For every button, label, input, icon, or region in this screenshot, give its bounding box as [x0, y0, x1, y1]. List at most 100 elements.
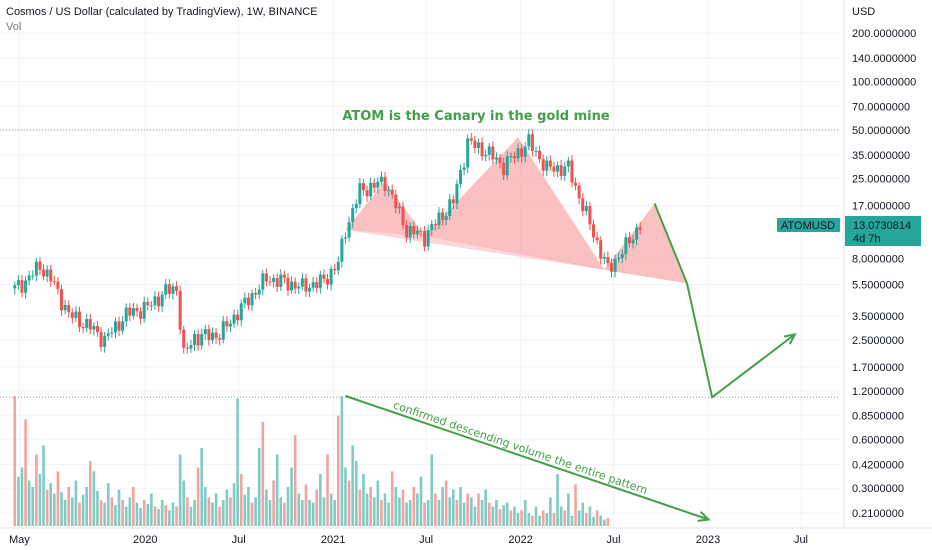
candle-body: [476, 142, 480, 148]
volume-bar: [426, 500, 430, 526]
time-tick-labels: May 2020 Jul 2021 Jul 2022 Jul 2023 Jul: [9, 534, 808, 546]
price-tick-label: 35.0000000: [852, 150, 910, 162]
time-axis[interactable]: May 2020 Jul 2021 Jul 2022 Jul 2023 Jul: [0, 527, 932, 550]
volume-bar: [559, 506, 563, 526]
price-axis[interactable]: USD 200.0000000 140.0000000 100.0000000 70.…: [777, 0, 932, 528]
volume-bar: [585, 513, 588, 526]
volume-bar: [27, 480, 31, 526]
volume-bar: [401, 489, 405, 526]
candle-body: [581, 198, 585, 212]
candle-body: [556, 165, 560, 172]
price-tick-label: 140.0000000: [852, 53, 916, 65]
volume-bar: [358, 489, 362, 526]
time-axis-background: [0, 528, 932, 550]
price-tick-label: 100.0000000: [852, 76, 916, 88]
candle-body: [63, 304, 67, 311]
candle-body: [570, 160, 574, 183]
candle-body: [559, 165, 563, 176]
volume-bar: [599, 515, 603, 526]
volume-bar: [469, 497, 473, 526]
symbol-header: Cosmos / US Dollar (calculated by Tradin…: [6, 6, 318, 18]
symbol-tag: [777, 218, 840, 232]
candle-body: [444, 216, 448, 220]
pattern-triangle: [604, 203, 687, 284]
volume-bar: [160, 500, 164, 526]
candle-body: [502, 162, 506, 176]
volume-bar: [592, 516, 595, 526]
volume-bar: [189, 506, 193, 526]
candle-body: [322, 274, 326, 279]
volume-bar: [203, 487, 207, 526]
candle-body: [358, 183, 362, 205]
volume-bar: [491, 506, 495, 526]
candle-body: [282, 274, 286, 278]
volume-bar: [200, 448, 204, 526]
volume-bar: [505, 502, 509, 526]
volume-bar: [549, 497, 552, 526]
volume-bar: [243, 494, 247, 526]
volume-bar: [509, 510, 513, 526]
price-tick-label: 25.0000000: [852, 174, 910, 186]
volume-bar: [17, 476, 20, 526]
price-tick-label: 70.0000000: [852, 101, 910, 113]
volume-bar: [563, 510, 567, 526]
volume-bar: [520, 510, 523, 526]
volume-bar: [85, 487, 88, 526]
candle-body: [279, 274, 283, 287]
volume-bar: [164, 505, 168, 526]
volume-bar: [283, 502, 286, 526]
price-tick-label: 0.8500000: [852, 410, 904, 422]
volume-bar: [516, 513, 520, 526]
candle-body: [196, 334, 200, 346]
volume-bar: [588, 506, 592, 526]
price-tag-value: 13.0730814: [853, 220, 911, 232]
candle-body: [304, 278, 308, 292]
volume-bar: [45, 489, 49, 526]
candles: [13, 128, 642, 354]
price-tick-label: 50.0000000: [852, 125, 910, 137]
volume-bar: [304, 484, 308, 526]
candle-body: [527, 134, 531, 147]
candle-body: [552, 166, 556, 172]
candle-body: [602, 256, 606, 259]
volume-bar: [236, 398, 239, 526]
candle-body: [613, 259, 617, 272]
candle-body: [106, 333, 110, 336]
volume-bar: [394, 487, 398, 526]
time-tick-label: May: [9, 534, 30, 546]
volume-bar: [344, 467, 347, 526]
candle-body: [88, 319, 92, 330]
volume-bar: [581, 502, 585, 526]
candle-body: [207, 329, 211, 341]
volume-bar: [13, 396, 17, 526]
volume-legend: Vol: [6, 21, 22, 33]
volume-bar: [552, 513, 556, 526]
candle-body: [343, 237, 347, 239]
candle-body: [624, 237, 628, 255]
candle-body: [254, 292, 258, 295]
candle-body: [27, 275, 31, 281]
volume-bar: [365, 493, 369, 526]
candle-body: [423, 230, 427, 247]
candle-body: [494, 157, 498, 160]
volume-bar: [319, 474, 322, 526]
price-tick-label: 1.7000000: [852, 362, 904, 374]
candle-body: [228, 323, 232, 327]
candle-body: [538, 150, 542, 160]
candle-body: [365, 190, 369, 197]
volume-bar: [513, 506, 516, 526]
candle-body: [566, 160, 570, 167]
volume-bar: [139, 507, 142, 526]
volume-bar: [42, 445, 45, 526]
candle-body: [203, 329, 207, 335]
volume-bar: [523, 500, 527, 526]
candle-body: [31, 275, 35, 277]
volume-bar: [35, 454, 38, 526]
volume-bar: [31, 487, 35, 526]
candle-body: [70, 312, 74, 318]
volume-bar: [437, 500, 441, 526]
volume-bar: [229, 497, 232, 526]
candle-body: [577, 185, 581, 199]
